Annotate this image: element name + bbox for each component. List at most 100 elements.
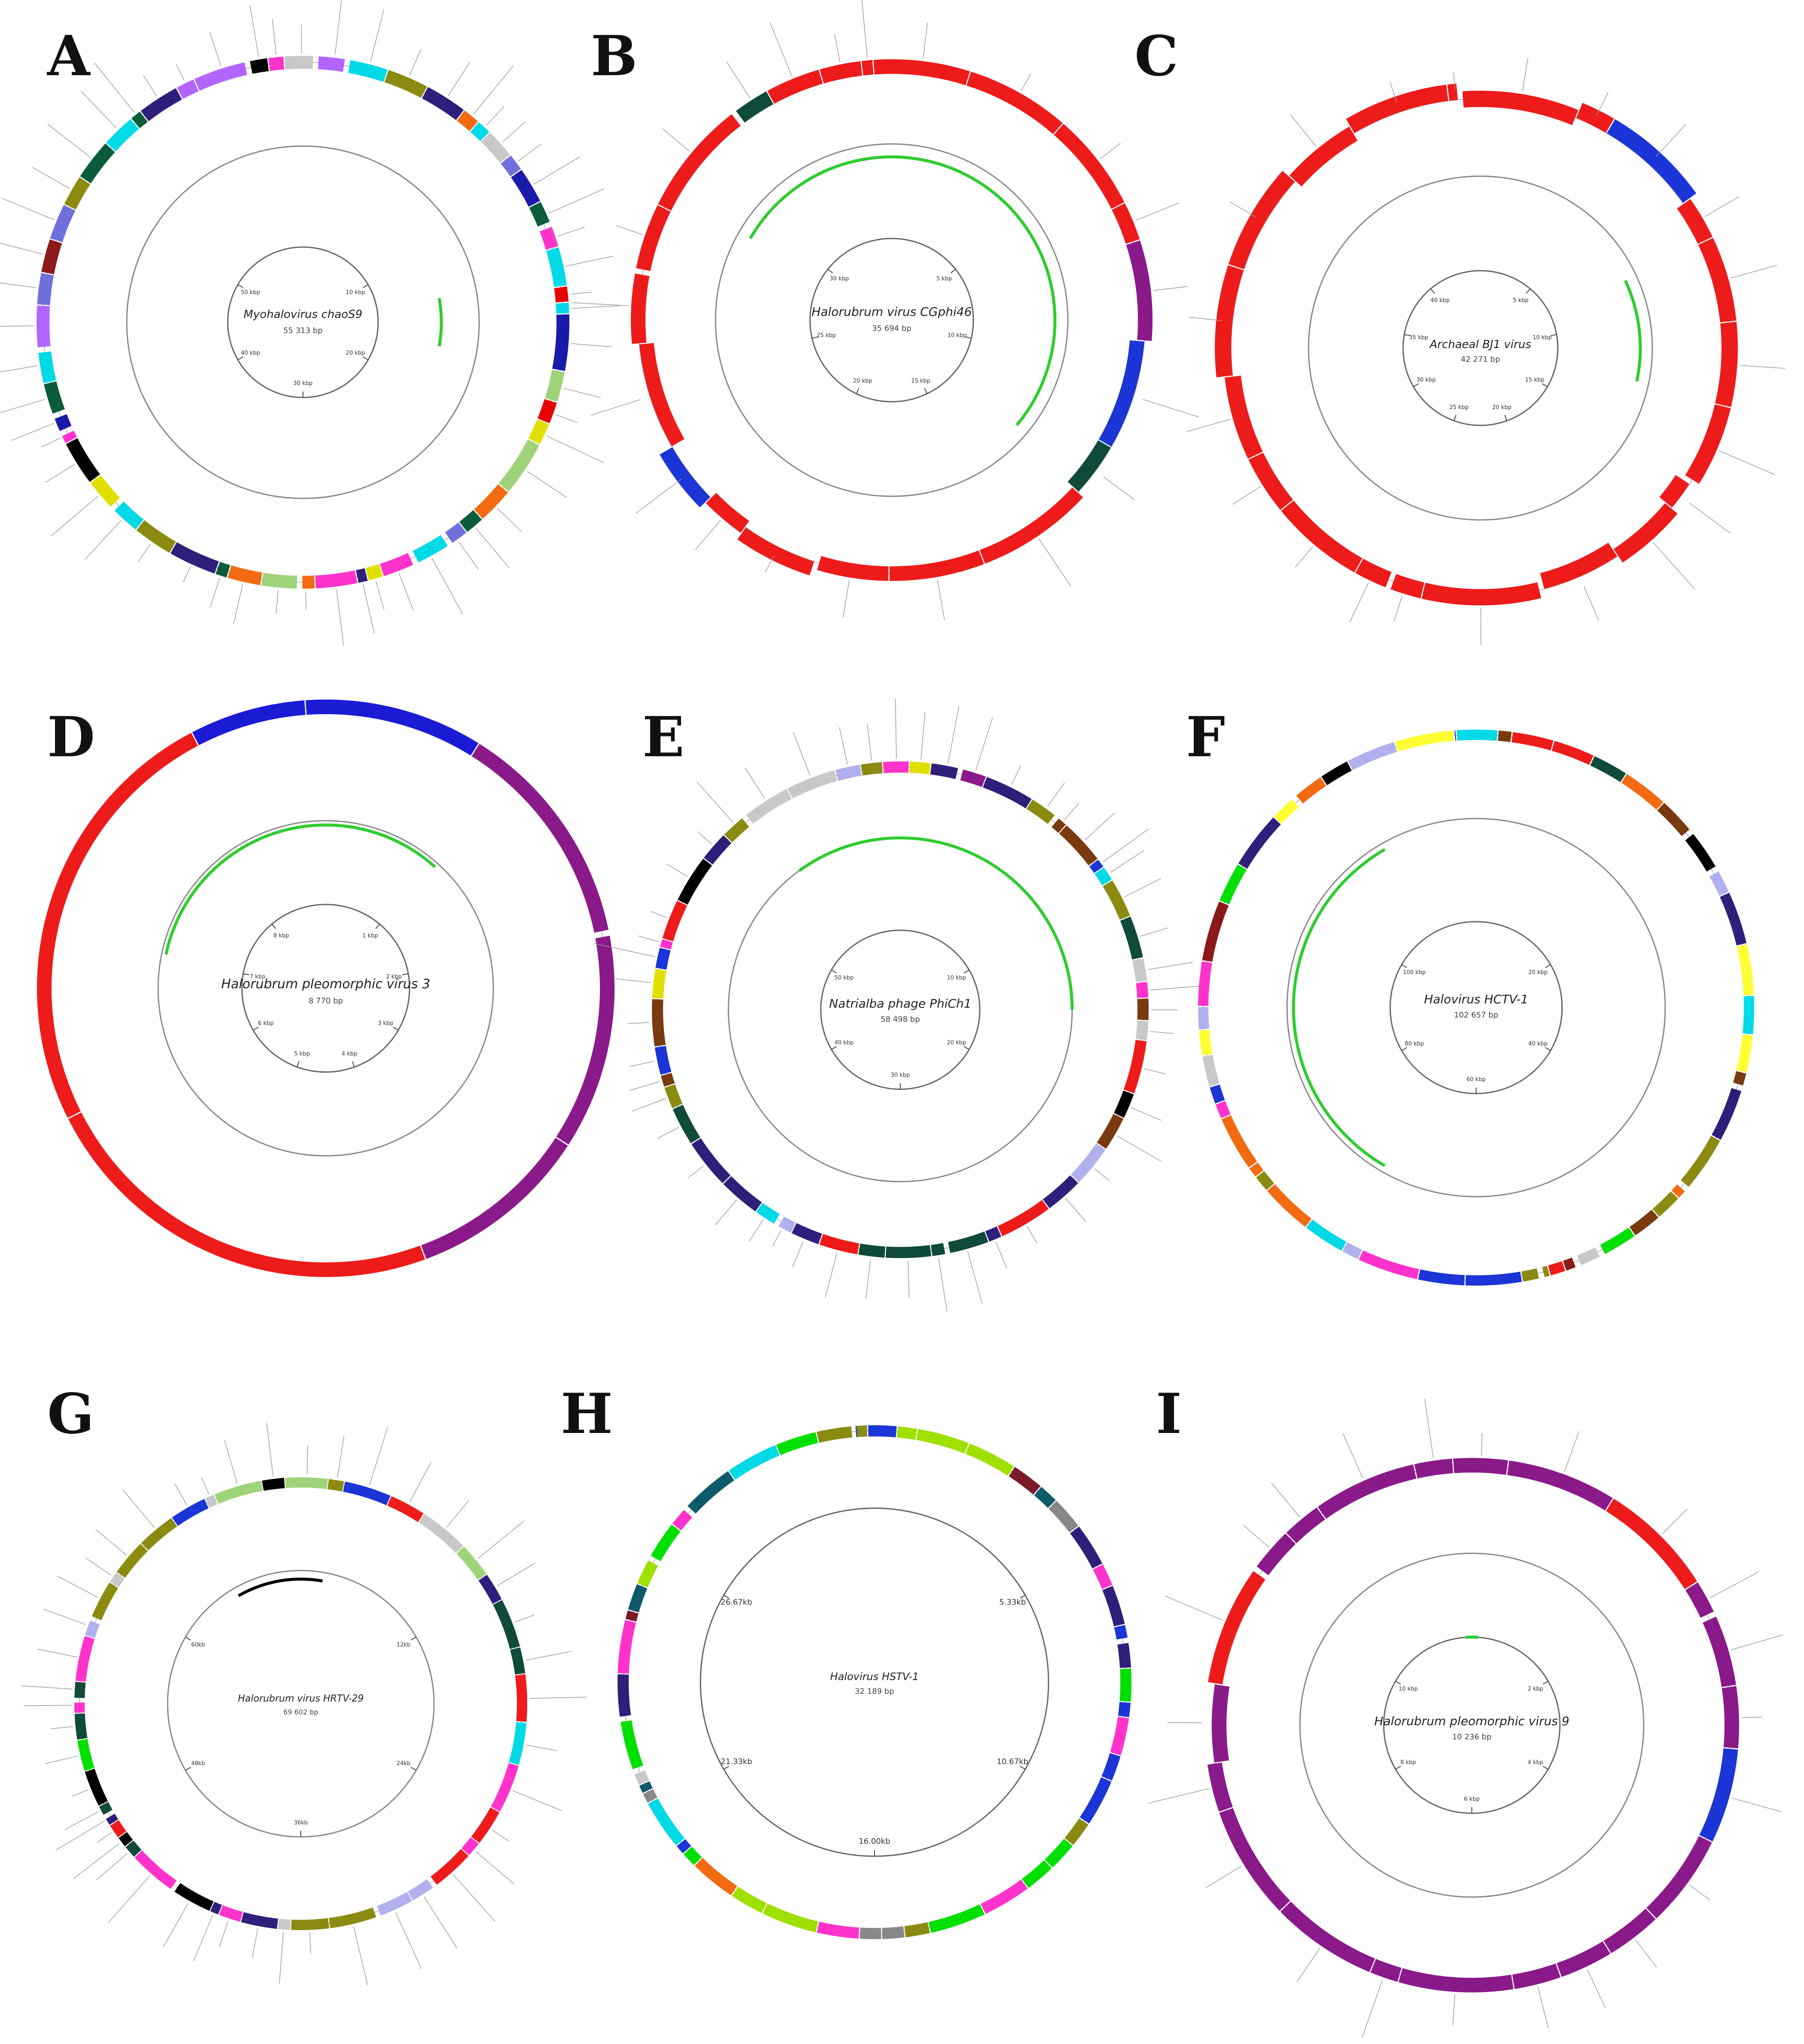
gene-segment bbox=[1743, 996, 1754, 1035]
gene-label-leader bbox=[11, 423, 54, 441]
gene-segment bbox=[672, 1509, 692, 1531]
gene-segment bbox=[639, 343, 685, 446]
gene-segment bbox=[491, 1763, 519, 1812]
gene-ring-i bbox=[1148, 1399, 1783, 2038]
gene-label-leader bbox=[555, 414, 578, 423]
gene-segment bbox=[1198, 1007, 1209, 1030]
gene-segment bbox=[1267, 1184, 1312, 1227]
gene-segment bbox=[408, 1879, 433, 1900]
gene-segment bbox=[459, 510, 482, 532]
gene-label-leader bbox=[563, 388, 601, 398]
gene-segment bbox=[106, 1814, 119, 1825]
gene-label-leader bbox=[1117, 1135, 1162, 1162]
gene-segment bbox=[658, 114, 741, 211]
gene-label-leader bbox=[1131, 1107, 1162, 1121]
genome-size-b: 35 694 bp bbox=[872, 324, 911, 333]
gene-label-leader bbox=[861, 0, 868, 58]
gene-segment bbox=[1603, 1908, 1656, 1953]
gene-segment bbox=[916, 1429, 969, 1454]
gene-label-leader bbox=[688, 1165, 704, 1179]
genome-name-b: Halorubrum virus CGphi46 bbox=[812, 305, 972, 319]
gene-label-leader bbox=[1186, 419, 1231, 432]
gene-segment bbox=[1685, 1582, 1714, 1618]
gene-segment bbox=[662, 901, 688, 941]
gene-label-leader bbox=[1453, 72, 1455, 89]
gene-segment bbox=[419, 1514, 463, 1553]
gene-label-leader bbox=[64, 1811, 99, 1830]
gene-ring-c bbox=[1186, 58, 1786, 645]
gene-label-leader bbox=[51, 1726, 73, 1729]
gene-label-leader bbox=[183, 566, 191, 583]
gene-segment bbox=[315, 570, 358, 589]
gene-segment bbox=[1456, 730, 1498, 741]
gene-label-leader bbox=[55, 1821, 104, 1851]
gene-segment bbox=[177, 79, 199, 99]
gene-label-leader bbox=[1038, 538, 1072, 587]
gene-label-leader bbox=[1731, 265, 1777, 278]
gene-segment bbox=[858, 1244, 886, 1258]
gene-label-leader bbox=[726, 61, 750, 98]
scale-tick-label: 24kb bbox=[397, 1760, 410, 1767]
gene-label-leader bbox=[571, 343, 612, 347]
gene-label-leader bbox=[1389, 81, 1397, 102]
gene-label-leader bbox=[1656, 124, 1686, 157]
gene-segment bbox=[985, 1226, 1002, 1242]
scale-ticks-c: 5 kbp 10 kbp 15 kbp 20 kbp 25 kbp 30 kbp 35 kb… bbox=[1404, 288, 1557, 421]
gene-label-leader bbox=[475, 528, 510, 568]
panel-e: E 10 kbp 20 kbp 30 kbp 40 kbp 50 kbp Natrial… bbox=[593, 698, 1207, 1312]
gene-segment bbox=[1101, 1753, 1121, 1781]
panel-b: B 5 kbp 10 kbp 15 kbp 20 kbp 25 kbp 30 kbp Ha… bbox=[572, 0, 1199, 620]
gene-label-leader bbox=[557, 226, 585, 237]
gene-segment bbox=[377, 1891, 413, 1916]
gene-label-leader bbox=[1719, 450, 1775, 475]
gene-ring-e bbox=[593, 698, 1207, 1312]
gene-segment bbox=[1630, 1210, 1659, 1236]
gene-segment bbox=[868, 1425, 897, 1438]
gene-label-leader bbox=[1709, 1571, 1759, 1598]
gene-segment bbox=[1095, 867, 1112, 886]
gene-label-leader bbox=[1165, 1595, 1223, 1621]
gene-segment bbox=[960, 769, 986, 787]
gene-segment bbox=[387, 1496, 424, 1522]
gene-label-leader bbox=[526, 1745, 557, 1751]
gene-segment bbox=[652, 999, 666, 1047]
gene-label-leader bbox=[865, 1259, 871, 1299]
gene-segment bbox=[509, 1722, 527, 1765]
gene-segment bbox=[1296, 777, 1327, 804]
scale-tick-label: 2 kbp bbox=[386, 974, 401, 980]
gene-segment bbox=[55, 414, 72, 431]
gene-segment bbox=[966, 71, 1063, 134]
gene-segment bbox=[931, 1243, 945, 1256]
gene-segment bbox=[68, 1112, 425, 1277]
panel-letter-g: G bbox=[47, 1382, 94, 1446]
gene-label-leader bbox=[572, 306, 620, 309]
gene-label-leader bbox=[31, 166, 70, 189]
scale-tick-label: 40 kbp bbox=[241, 350, 260, 357]
gene-label-leader bbox=[529, 1696, 587, 1699]
gene-segment bbox=[928, 1904, 985, 1933]
gene-segment bbox=[625, 1610, 639, 1622]
gene-segment bbox=[882, 1926, 905, 1939]
gene-segment bbox=[356, 568, 368, 583]
gene-label-leader bbox=[473, 65, 514, 115]
gene-segment bbox=[1219, 1808, 1290, 1911]
gene-label-leader bbox=[695, 520, 721, 550]
gene-label-leader bbox=[546, 436, 604, 463]
scale-ticks-g: 12kb 24kb 36kb 48kb 60kb bbox=[185, 1637, 416, 1837]
gene-segment bbox=[1659, 475, 1690, 508]
gene-segment bbox=[621, 1720, 643, 1769]
gene-label-leader bbox=[45, 1755, 78, 1764]
gene-label-leader bbox=[1424, 1399, 1434, 1458]
gene-label-leader bbox=[1011, 766, 1021, 785]
gene-label-leader bbox=[1452, 1994, 1455, 2026]
genome-name-d: Halorubrum pleomorphic virus 3 bbox=[221, 977, 430, 992]
gene-label-leader bbox=[2, 198, 55, 220]
scale-tick bbox=[812, 336, 818, 339]
gene-label-leader bbox=[85, 520, 122, 560]
gene-segment bbox=[817, 556, 889, 581]
gene-segment bbox=[50, 205, 76, 243]
scale-tick-label: 7 kbp bbox=[250, 974, 265, 980]
gene-segment bbox=[1202, 1054, 1220, 1087]
gene-segment bbox=[904, 1922, 930, 1937]
gene-segment bbox=[1257, 1534, 1296, 1576]
